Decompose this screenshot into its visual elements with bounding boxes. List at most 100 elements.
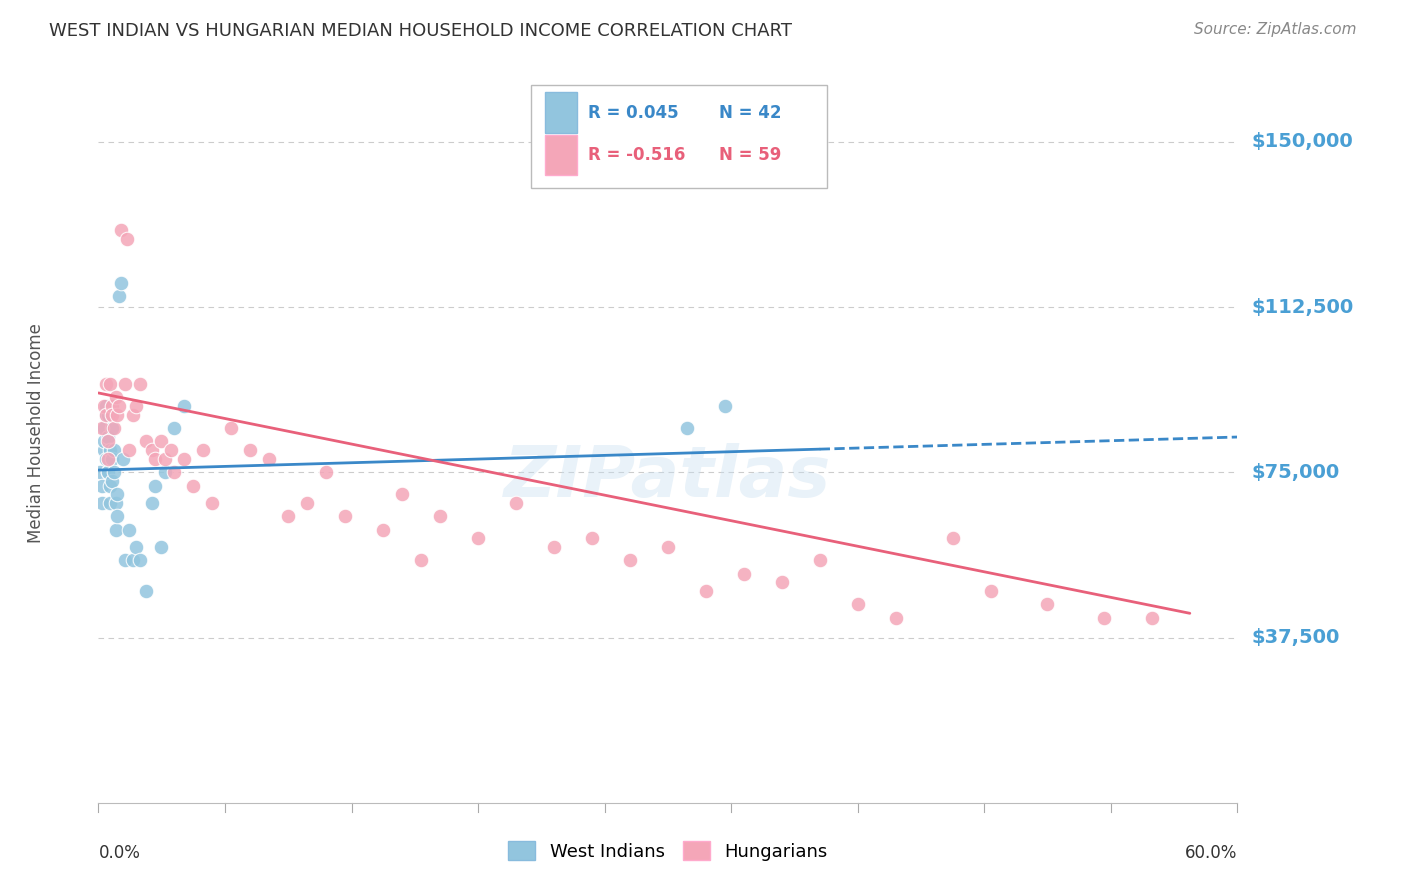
Point: [103, 443, 125, 458]
Point: [676, 421, 699, 435]
Point: [103, 421, 125, 435]
Point: [103, 465, 125, 479]
Point: [104, 390, 127, 404]
Point: [371, 523, 394, 537]
Text: R = 0.045: R = 0.045: [588, 103, 679, 122]
Point: [277, 509, 299, 524]
Point: [93, 443, 115, 458]
Point: [98, 443, 121, 458]
Point: [97, 465, 120, 479]
Point: [100, 408, 122, 422]
Point: [125, 399, 148, 413]
Point: [100, 421, 122, 435]
Point: [121, 553, 143, 567]
Point: [1036, 598, 1059, 612]
Point: [335, 509, 357, 524]
Point: [114, 553, 136, 567]
Point: [239, 443, 262, 458]
Point: [91, 496, 114, 510]
Point: [581, 532, 603, 546]
Point: [315, 465, 337, 479]
Point: [115, 232, 138, 246]
FancyBboxPatch shape: [546, 93, 576, 133]
Point: [163, 465, 186, 479]
Point: [543, 540, 565, 554]
Point: [129, 553, 152, 567]
Text: N = 59: N = 59: [718, 146, 782, 164]
Point: [98, 496, 121, 510]
Point: [91, 421, 114, 435]
Point: [94, 377, 117, 392]
Point: [97, 452, 120, 467]
Point: [114, 377, 136, 392]
Point: [100, 474, 122, 488]
Point: [183, 478, 205, 492]
Point: [135, 584, 157, 599]
Point: [112, 452, 135, 467]
Point: [100, 452, 122, 467]
Point: [259, 452, 281, 467]
Point: [297, 496, 319, 510]
Point: [98, 478, 121, 492]
Legend: West Indians, Hungarians: West Indians, Hungarians: [501, 834, 835, 868]
Point: [93, 434, 115, 449]
Point: [221, 421, 243, 435]
Point: [733, 566, 755, 581]
Point: [107, 487, 129, 501]
Point: [391, 487, 413, 501]
FancyBboxPatch shape: [531, 85, 827, 188]
Point: [467, 532, 489, 546]
Point: [145, 452, 167, 467]
Point: [657, 540, 679, 554]
Point: [108, 399, 131, 413]
Point: [429, 509, 451, 524]
Text: WEST INDIAN VS HUNGARIAN MEDIAN HOUSEHOLD INCOME CORRELATION CHART: WEST INDIAN VS HUNGARIAN MEDIAN HOUSEHOL…: [49, 22, 792, 40]
Point: [159, 443, 181, 458]
Point: [135, 434, 157, 449]
Point: [97, 430, 120, 444]
Point: [1094, 610, 1116, 624]
Point: [94, 408, 117, 422]
Point: [107, 408, 129, 422]
Text: $150,000: $150,000: [1251, 132, 1353, 152]
Text: 60.0%: 60.0%: [1185, 844, 1237, 862]
Point: [94, 452, 117, 467]
Text: 0.0%: 0.0%: [98, 844, 141, 862]
Point: [770, 575, 793, 590]
Point: [201, 496, 224, 510]
Point: [191, 443, 214, 458]
Point: [93, 421, 115, 435]
Point: [104, 496, 127, 510]
Text: Median Household Income: Median Household Income: [27, 323, 45, 542]
Point: [145, 478, 167, 492]
Point: [97, 434, 120, 449]
Point: [97, 408, 120, 422]
Point: [89, 465, 111, 479]
Point: [94, 408, 117, 422]
Text: Source: ZipAtlas.com: Source: ZipAtlas.com: [1194, 22, 1357, 37]
Point: [979, 584, 1001, 599]
Point: [714, 399, 737, 413]
Point: [163, 421, 186, 435]
Point: [1140, 610, 1163, 624]
Point: [619, 553, 641, 567]
Point: [94, 399, 117, 413]
Point: [141, 496, 163, 510]
Point: [942, 532, 965, 546]
Point: [884, 610, 907, 624]
Text: $37,500: $37,500: [1251, 628, 1340, 647]
Point: [505, 496, 527, 510]
Point: [118, 523, 141, 537]
Point: [110, 276, 132, 290]
Text: $112,500: $112,500: [1251, 298, 1354, 317]
Point: [118, 443, 141, 458]
Point: [97, 465, 120, 479]
Point: [110, 223, 132, 237]
Point: [411, 553, 433, 567]
Point: [153, 465, 176, 479]
Point: [173, 399, 195, 413]
Text: N = 42: N = 42: [718, 103, 782, 122]
Text: R = -0.516: R = -0.516: [588, 146, 686, 164]
Point: [91, 478, 114, 492]
Text: ZIPatlas: ZIPatlas: [505, 442, 831, 511]
